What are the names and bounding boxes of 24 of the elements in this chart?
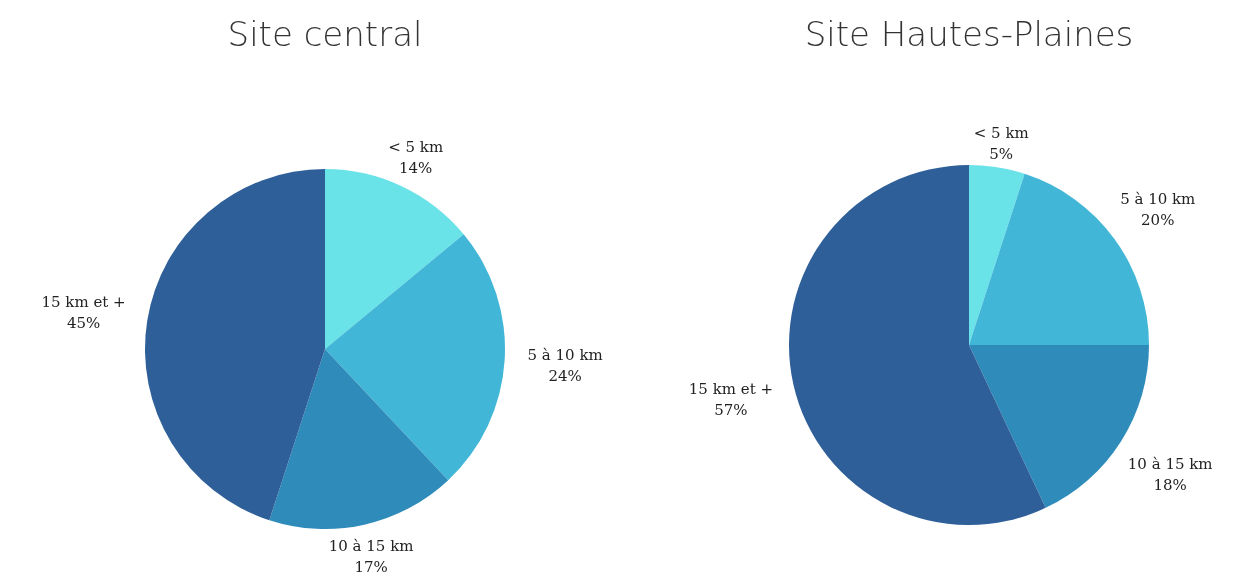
data-label: 24%: [548, 367, 582, 386]
data-label: 17%: [354, 558, 388, 577]
slice-label: 15 km et +: [688, 380, 773, 399]
pie-slice: [969, 165, 1025, 345]
slice-label: 10 à 15 km: [1127, 454, 1213, 473]
slice-label: < 5 km: [388, 138, 444, 157]
data-label: 57%: [714, 401, 748, 420]
slice-label: 15 km et +: [41, 292, 126, 311]
slice-label: 5 à 10 km: [527, 346, 603, 365]
slice-label: < 5 km: [973, 123, 1029, 142]
pie-slice: [269, 349, 449, 529]
pie-slice: [145, 169, 325, 521]
data-label: 18%: [1153, 475, 1187, 494]
chart-title: Site central: [227, 14, 423, 54]
data-label: 5%: [989, 144, 1014, 163]
slice-label: 5 à 10 km: [1120, 189, 1196, 208]
data-label: 20%: [1141, 210, 1175, 229]
pie-slice: [969, 345, 1149, 508]
data-label: 14%: [399, 159, 433, 178]
pie-slice: [325, 234, 505, 481]
pie-slice: [789, 165, 1046, 525]
chart-title: Site Hautes-Plaines: [804, 14, 1134, 54]
slice-label: 10 à 15 km: [328, 537, 414, 556]
data-label: 45%: [66, 313, 101, 332]
